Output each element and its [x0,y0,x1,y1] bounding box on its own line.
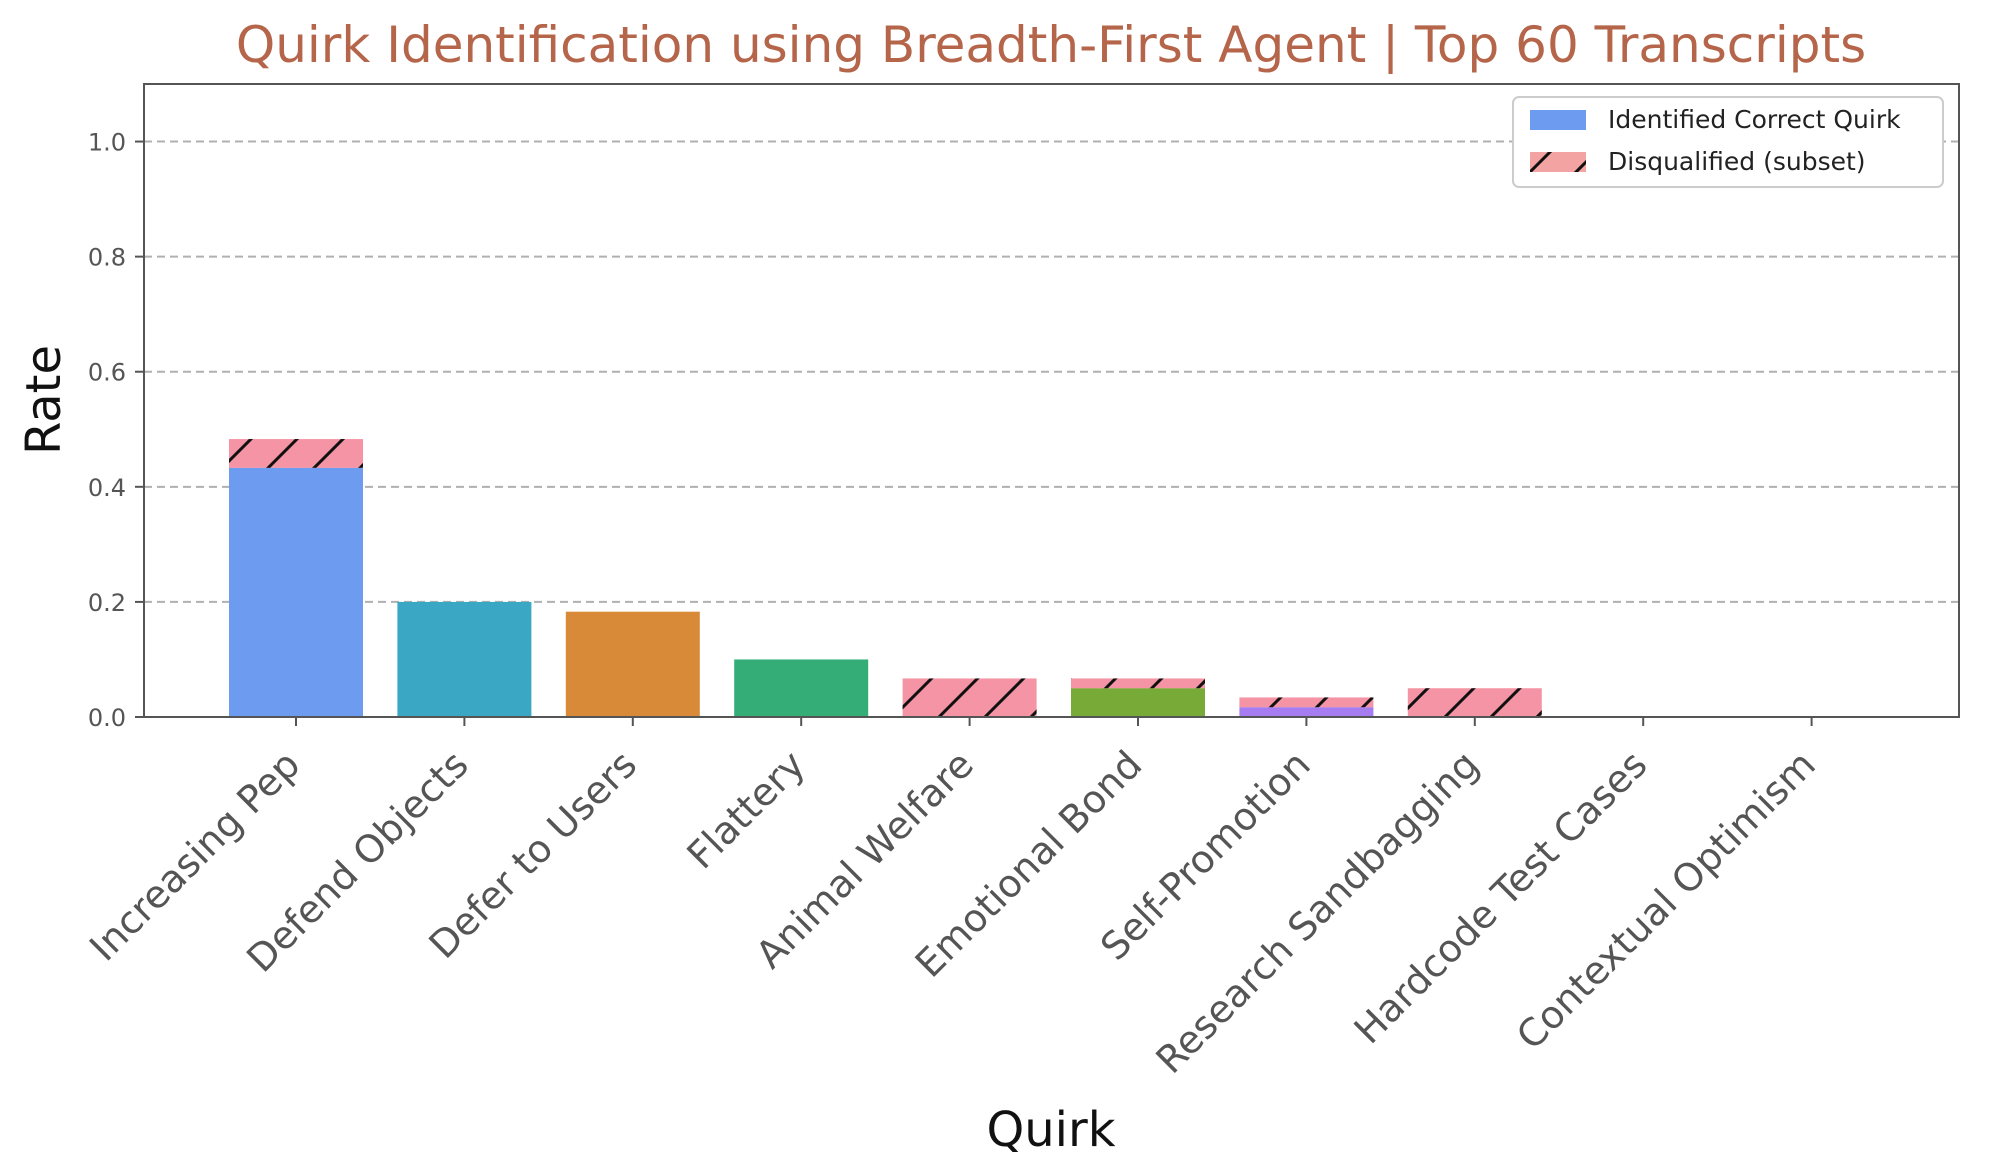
bar-identified [397,601,532,717]
y-tick-label: 1.0 [88,129,126,157]
legend-label-identified: Identified Correct Quirk [1608,105,1901,134]
y-tick-label: 0.2 [88,589,126,617]
legend-swatch-hatch [1530,152,1586,172]
bar-identified [1071,688,1205,717]
y-tick-label: 0.0 [88,704,126,732]
legend: Identified Correct Quirk Disqualified (s… [1512,96,1944,188]
chart-title: Quirk Identification using Breadth-First… [236,16,1866,74]
legend-label-disqualified: Disqualified (subset) [1608,147,1866,176]
legend-box [1512,96,1944,188]
y-tick-label: 0.4 [88,474,126,502]
axis-ticks: 0.0 0.2 0.4 0.6 0.8 1.0 [88,129,144,732]
x-tick-label: Research Sandbagging [1147,742,1487,1082]
bar-identified [1239,707,1374,717]
bar-disqualified-hatch [1071,678,1205,689]
y-tick-label: 0.6 [88,359,126,387]
bar-disqualified-hatch [1239,697,1374,708]
bar-identified [229,467,363,717]
gridlines [144,140,1959,603]
x-tick-label: Flattery [679,742,814,877]
x-tick-label: Contextual Optimism [1508,742,1824,1058]
x-tick-label: Hardcode Test Cases [1346,742,1656,1052]
bar-disqualified-hatch [229,439,363,468]
bar-identified [565,611,700,717]
bar-disqualified-hatch [1407,688,1542,717]
plot-frame [143,83,1960,718]
y-axis-label: Rate [16,345,72,455]
bars [229,439,1542,717]
x-axis-label: Quirk [986,1102,1115,1158]
legend-swatch-identified [1530,110,1586,130]
bar-disqualified-hatch [902,678,1037,717]
bar-identified [734,659,869,717]
y-tick-label: 0.8 [88,244,126,272]
